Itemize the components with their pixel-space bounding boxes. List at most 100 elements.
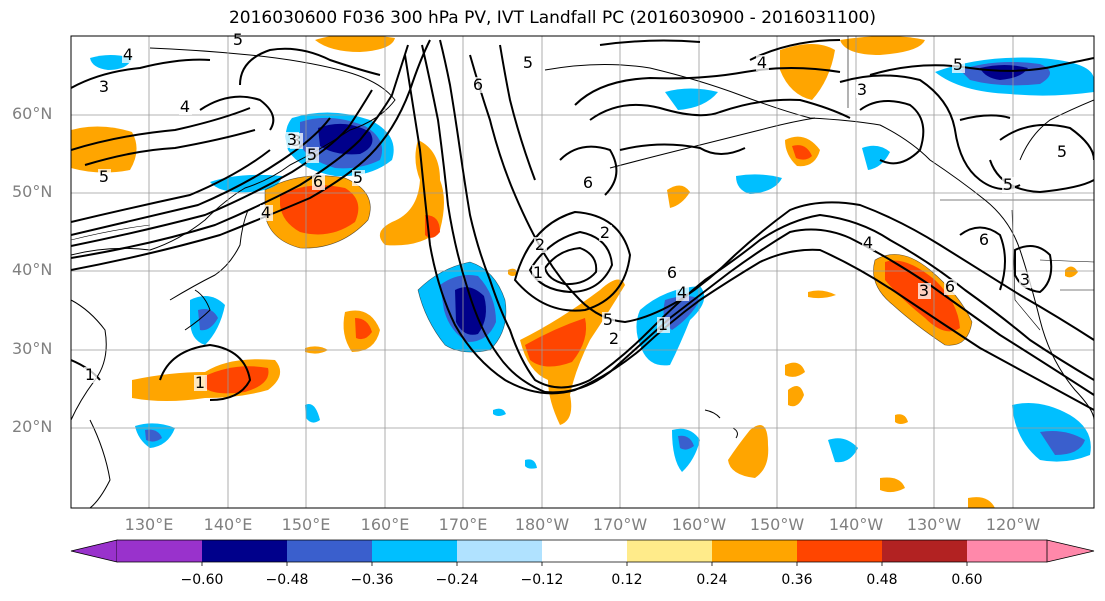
colorbar-segment [372,540,457,562]
contour-label: 5 [1003,175,1013,194]
contour-label: 6 [945,277,955,296]
colorbar-tick-label: −0.60 [180,572,224,588]
positive-anomaly-area [780,44,835,100]
colorbar-tick-label: −0.36 [350,572,394,588]
contour-label: 5 [953,55,963,74]
contour-label: 6 [979,230,989,249]
longitude-label: 120°W [985,515,1041,534]
colorbar-tick-label: 0.24 [696,572,728,588]
map-frame [70,35,1095,509]
contour-label: 3 [287,130,297,149]
negative-anomaly-area [90,55,132,70]
longitude-label: 140°E [203,515,253,534]
longitude-label: 150°E [281,515,331,534]
contour-label: 1 [195,373,205,392]
contour-label: 2 [535,235,545,254]
contour-label: 3 [857,80,867,99]
negative-anomaly-area [198,309,218,331]
contour-label-background [666,265,679,281]
latitude-label: 40°N [12,260,53,279]
contour-label: 6 [313,172,323,191]
contour-label: 3 [919,281,929,300]
positive-anomaly-area [355,318,372,340]
contour-label-background [84,367,97,383]
colorbar-segment [202,540,287,562]
negative-anomaly-area [305,404,320,423]
contour-label: 5 [523,53,533,72]
contour-label-background [582,175,595,191]
contour-label: 3 [99,77,109,96]
colorbar-segment [542,540,627,562]
contour-label-background [532,265,545,281]
contour-label-background [944,279,957,295]
contour-label: 4 [757,53,767,72]
latitude-label: 20°N [12,417,53,436]
positive-anomaly-area [895,414,908,424]
positive-anomaly-area [667,185,690,208]
colorbar [70,539,1095,566]
negative-anomaly-area [736,174,782,194]
graticule [71,36,1094,508]
positive-anomaly-area [880,477,905,493]
positive-anomaly-area [968,497,995,508]
contour-labels: 5434565436521256412354356631143565 [84,30,1069,392]
contour-label: 4 [261,203,271,222]
contour-label-background [918,283,931,299]
contour-label: 1 [533,263,543,282]
colorbar-tick-label: 0.60 [951,572,983,588]
contour-label-background [179,99,192,115]
contour-label: 1 [85,365,95,384]
longitude-label: 160°W [671,515,727,534]
negative-anomaly-area [318,123,373,155]
contour-label-background [1056,144,1069,160]
colorbar-min-extension [70,539,118,563]
contour-label-background [608,331,621,347]
positive-anomaly-area [205,366,269,394]
positive-anomaly-area [840,36,925,55]
colorbar-segment [882,540,967,562]
contour-label-background [286,132,299,148]
latitude-label: 30°N [12,339,53,358]
colorbar-segment [287,540,372,562]
map-title: 2016030600 F036 300 hPa PV, IVT Landfall… [228,8,876,28]
contour-label-background [756,55,769,71]
contour-label: 4 [863,233,873,252]
colorbar-max-extension [1046,539,1095,563]
contour-label-background [312,174,325,190]
colorbar-tick-label: −0.24 [435,572,479,588]
contour-label-background [260,205,273,221]
colorbar-segment [712,540,797,562]
positive-anomaly-area [788,386,804,407]
pv-contours [71,39,1094,411]
contour-label-background [856,82,869,98]
contour-label-background [599,225,612,241]
contour-label-background [978,232,991,248]
contour-label: 5 [603,310,613,329]
contour-label: 5 [353,168,363,187]
positive-anomaly-area [315,36,395,52]
negative-anomaly-area [525,459,537,469]
negative-anomaly-area [678,435,694,450]
longitude-label: 150°W [749,515,805,534]
contour-label: 5 [99,167,109,186]
negative-anomaly-area [493,408,506,416]
contour-label: 3 [1020,270,1030,289]
positive-anomaly-area [525,318,587,367]
negative-anomaly-area [665,88,718,110]
longitude-label: 160°E [360,515,410,534]
contour-label-background [98,79,111,95]
latitude-label: 50°N [12,182,53,201]
contour-label-background [472,77,485,93]
contour-label-background [952,57,965,73]
contour-label-background [306,147,319,163]
negative-anomaly-area [862,145,890,170]
negative-anomaly-area [1040,431,1085,455]
longitude-label: 170°W [592,515,648,534]
colorbar-tick-label: 0.48 [866,572,898,588]
positive-anomaly-area [1065,266,1078,278]
contour-label-background [602,312,615,328]
colorbar-segment [967,540,1047,562]
negative-anomaly-area [980,65,1028,80]
contour-label-background [1019,272,1032,288]
